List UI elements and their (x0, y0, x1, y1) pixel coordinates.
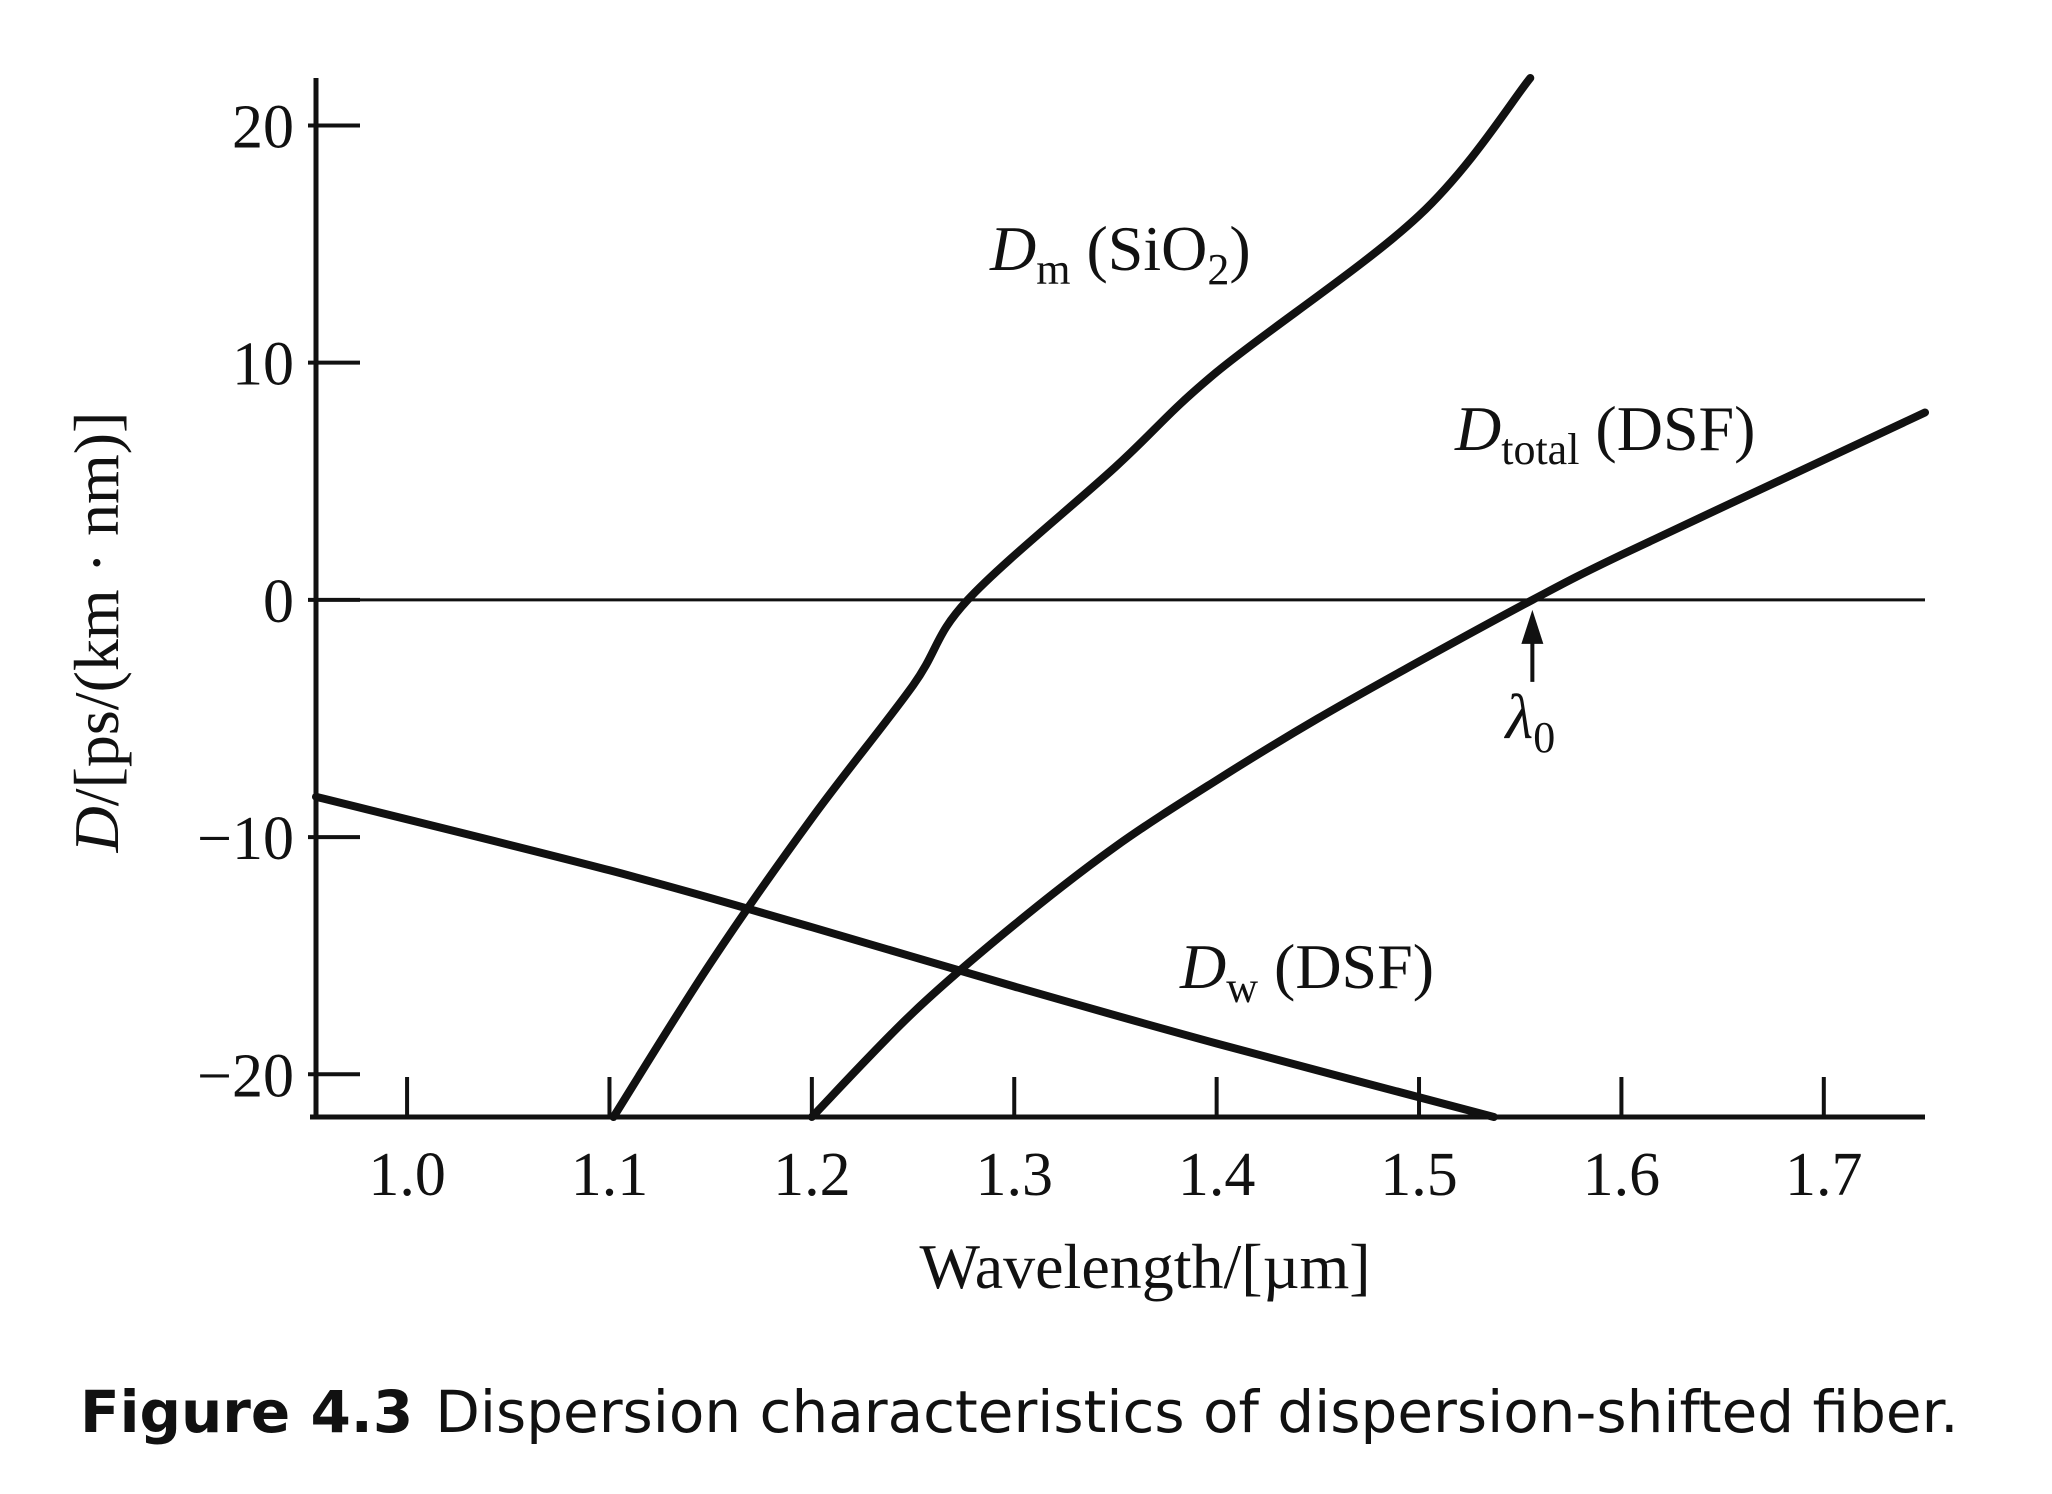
lambda-zero-annotation: λ0 (1504, 609, 1556, 762)
x-tick-label: 1.3 (975, 1141, 1053, 1209)
figure-caption: Figure 4.3 Dispersion characteristics of … (80, 1378, 1959, 1446)
dm-series-label: Dm (SiO2) (989, 213, 1251, 294)
y-axis-ticks: 20 10 0 −10 −20 (197, 93, 360, 1110)
y-axis-label: D/[ps/(km · nm)] (61, 412, 132, 854)
x-tick-label: 1.7 (1785, 1141, 1863, 1209)
caption-text: Dispersion characteristics of dispersion… (435, 1378, 1959, 1446)
x-tick-label: 1.5 (1380, 1141, 1458, 1209)
lambda-zero-arrowhead (1521, 609, 1544, 644)
x-tick-label: 1.0 (368, 1141, 446, 1209)
series-line-dtotal (807, 408, 1929, 1121)
y-tick-label: −20 (197, 1042, 294, 1110)
dtotal-series-label: Dtotal (DSF) (1454, 393, 1755, 474)
series-line-dw (312, 792, 1498, 1121)
x-tick-label: 1.6 (1583, 1141, 1661, 1209)
y-tick-label: 0 (263, 568, 294, 636)
series-line-dm (609, 74, 1535, 1121)
x-axis-ticks: 1.0 1.1 1.2 1.3 1.4 1.5 1.6 1.7 (368, 1077, 1863, 1209)
x-tick-label: 1.2 (773, 1141, 851, 1209)
figure-number: Figure 4.3 (80, 1378, 414, 1446)
lambda-zero-label: λ0 (1504, 681, 1556, 762)
y-tick-label: 10 (232, 331, 294, 399)
y-tick-label: −10 (197, 805, 294, 873)
y-tick-label: 20 (232, 93, 294, 161)
x-axis-label: Wavelength/[µm] (919, 1231, 1370, 1302)
dw-series-label: Dw (DSF) (1179, 931, 1434, 1012)
series-lines (312, 74, 1929, 1121)
x-tick-label: 1.1 (571, 1141, 649, 1209)
x-tick-label: 1.4 (1178, 1141, 1256, 1209)
